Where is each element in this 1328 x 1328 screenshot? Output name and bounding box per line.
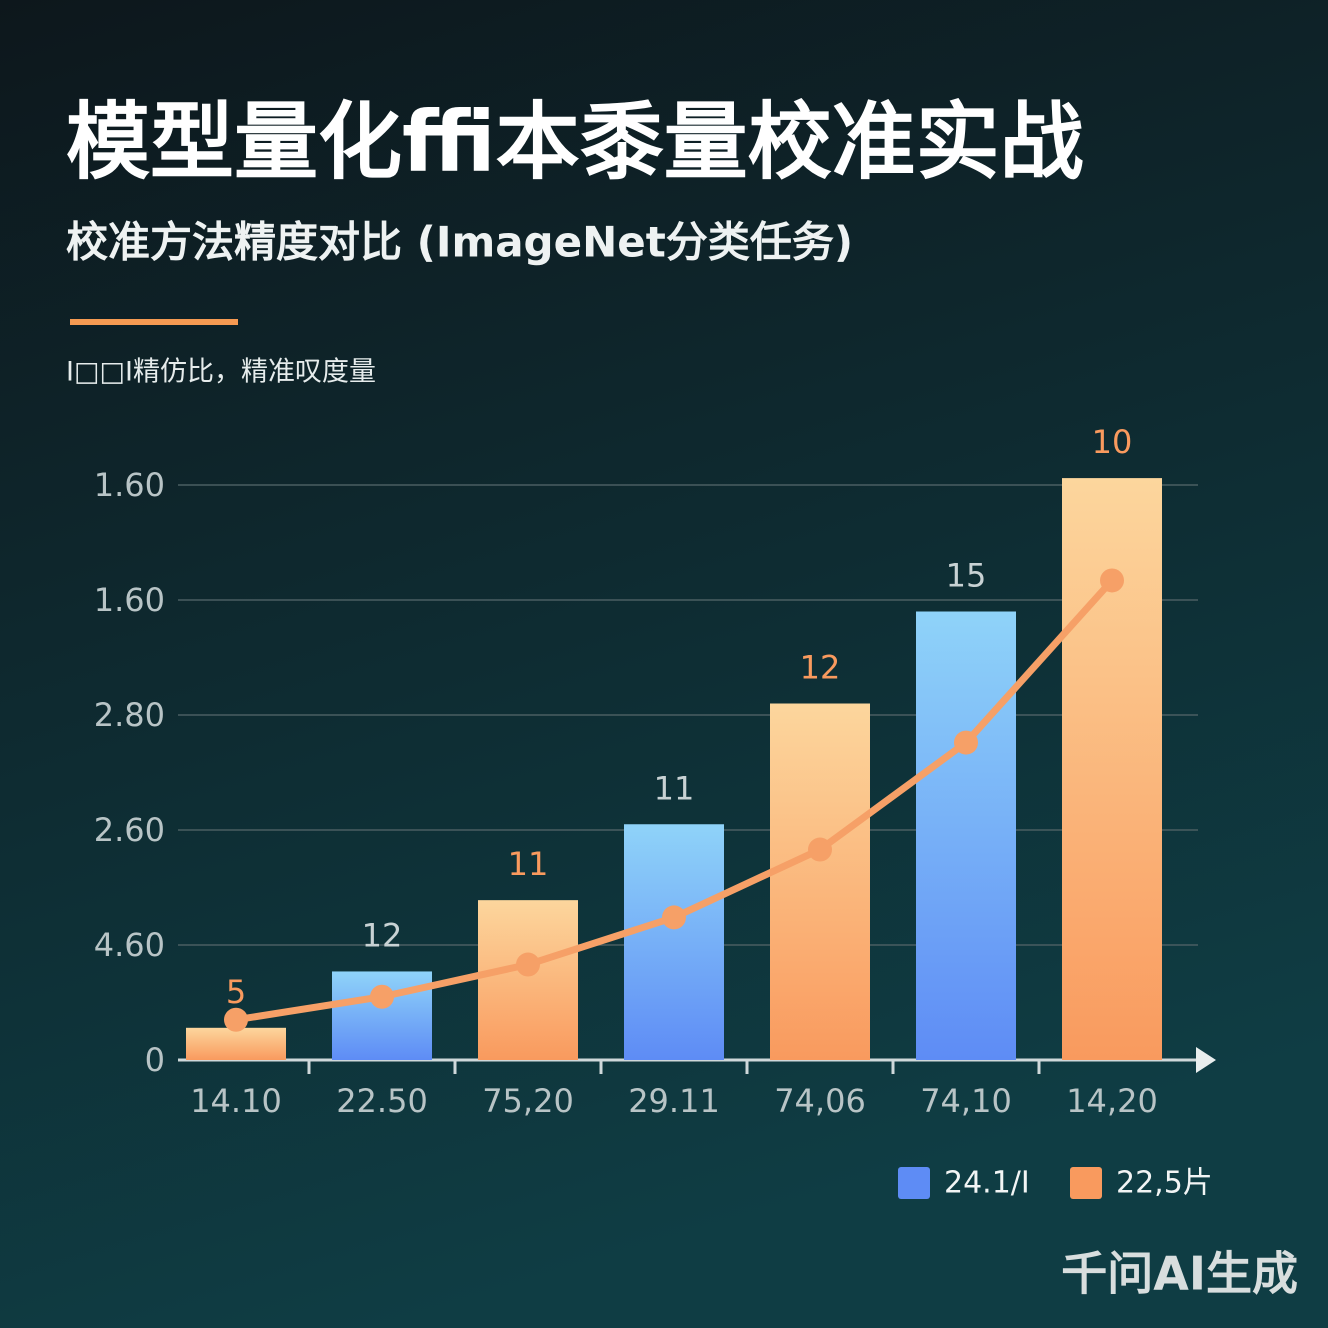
x-tick-label: 75,20 xyxy=(482,1082,574,1120)
bar-label: 10 xyxy=(1092,423,1133,461)
trend-point xyxy=(370,984,394,1009)
y-tick-label: 0 xyxy=(145,1041,165,1079)
title: 模型量化ffi本黍量校准实战 xyxy=(66,93,1084,191)
x-tick-label: 74,06 xyxy=(774,1082,866,1120)
watermark: 千问AI生成 xyxy=(1061,1247,1298,1301)
y-tick-label: 1.60 xyxy=(94,466,165,504)
bar-label: 12 xyxy=(362,916,403,954)
subtitle: 校准方法精度对比 (ImageNet分类任务) xyxy=(66,218,853,267)
x-tick-label: 74,10 xyxy=(920,1082,1012,1120)
trend-point xyxy=(808,837,832,862)
x-tick-label: 29.11 xyxy=(628,1082,720,1120)
bar xyxy=(916,611,1016,1060)
y-tick-label: 2.80 xyxy=(94,696,165,734)
trend-point xyxy=(1100,568,1124,593)
bar-label: 11 xyxy=(654,769,695,807)
legend-swatch xyxy=(1070,1167,1102,1199)
legend-label: 24.1/I xyxy=(944,1166,1030,1201)
bar xyxy=(624,824,724,1060)
trend-point xyxy=(954,730,978,755)
bar xyxy=(332,971,432,1060)
bar-label: 12 xyxy=(800,649,841,687)
bar-label: 15 xyxy=(946,557,987,595)
bar-label: 11 xyxy=(508,845,549,883)
x-tick-label: 22.50 xyxy=(336,1082,428,1120)
note: I□□I精仿比，精准叹度量 xyxy=(66,357,376,388)
bar xyxy=(1062,478,1162,1061)
y-tick-label: 4.60 xyxy=(94,926,165,964)
bar xyxy=(478,900,578,1060)
bar-label: 5 xyxy=(226,973,246,1011)
legend-label: 22,5片 xyxy=(1116,1166,1213,1201)
trend-point xyxy=(516,952,540,977)
x-axis-arrow xyxy=(1196,1047,1216,1073)
x-tick-label: 14,20 xyxy=(1066,1082,1158,1120)
trend-point xyxy=(224,1007,248,1032)
y-tick-label: 1.60 xyxy=(94,581,165,619)
bar xyxy=(770,703,870,1060)
y-tick-label: 2.60 xyxy=(94,811,165,849)
bar xyxy=(186,1027,286,1060)
x-tick-label: 14.10 xyxy=(190,1082,282,1120)
accent-rule xyxy=(70,319,238,325)
trend-point xyxy=(662,905,686,930)
legend-swatch xyxy=(898,1167,930,1199)
